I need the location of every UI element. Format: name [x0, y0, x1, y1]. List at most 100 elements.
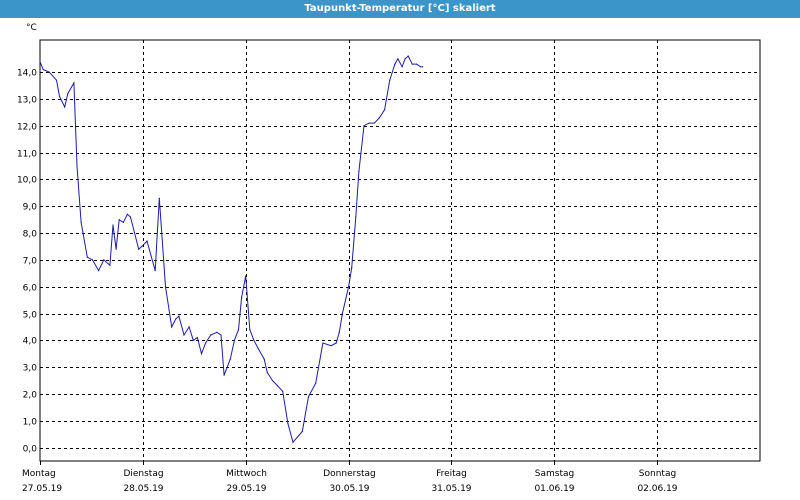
data-point [109, 264, 111, 266]
data-point [171, 326, 173, 328]
data-point [229, 358, 231, 360]
data-point [115, 248, 117, 250]
data-point [415, 63, 418, 65]
data-point [55, 79, 58, 81]
y-tick-label: 14,0 [17, 69, 37, 79]
data-point [338, 331, 340, 333]
x-tick-date-label: 28.05.19 [123, 484, 163, 494]
data-point [126, 213, 128, 215]
x-tick-date-label: 01.06.19 [534, 484, 574, 494]
data-point [378, 117, 380, 119]
y-unit-label: °C [26, 23, 37, 33]
data-point [422, 66, 424, 68]
data-point [98, 270, 100, 272]
x-tick-date-label: 30.05.19 [329, 484, 369, 494]
data-point [397, 58, 399, 60]
data-point [330, 345, 332, 347]
data-point [216, 331, 218, 333]
data-point [154, 270, 156, 272]
data-point [301, 430, 303, 433]
data-point [146, 240, 148, 242]
data-point [271, 380, 274, 382]
data-point [257, 347, 259, 349]
y-tick-label: 11,0 [17, 150, 37, 160]
data-point [292, 441, 294, 443]
data-point [122, 221, 124, 223]
data-point [322, 342, 324, 344]
x-tick-day-label: Dienstag [123, 469, 163, 479]
data-point [407, 55, 409, 57]
data-point [164, 286, 167, 288]
y-tick-label: 12,0 [17, 123, 37, 133]
y-tick-label: 9,0 [23, 203, 38, 213]
data-point [210, 334, 212, 336]
x-tick-date-label: 31.05.19 [431, 484, 471, 494]
data-point [373, 122, 375, 124]
data-point [384, 109, 386, 111]
data-point [200, 353, 203, 355]
data-point [42, 68, 44, 71]
data-point [48, 71, 50, 73]
data-point [358, 170, 360, 172]
data-point [237, 329, 240, 331]
data-point [368, 122, 370, 124]
y-tick-label: 4,0 [23, 337, 38, 347]
data-point [178, 315, 180, 317]
y-tick-label: 6,0 [23, 284, 38, 294]
x-tick-day-label: Freitag [436, 469, 467, 479]
data-point [76, 165, 78, 167]
x-tick-day-label: Montag [22, 469, 56, 479]
y-tick-label: 8,0 [23, 230, 38, 240]
data-point [404, 58, 406, 60]
data-point [141, 245, 143, 248]
data-point [401, 66, 403, 68]
plot-frame [39, 39, 761, 462]
data-point [253, 339, 255, 341]
data-point [223, 374, 225, 376]
y-tick-label: 7,0 [23, 257, 38, 267]
x-tick-date-label: 02.06.19 [637, 484, 677, 494]
data-point [287, 422, 289, 425]
data-point [91, 259, 94, 261]
y-tick-label: 0,0 [23, 445, 38, 455]
window-title: Taupunkt-Temperatur [°C] skaliert [0, 0, 800, 18]
data-point [355, 216, 357, 218]
data-point [183, 334, 185, 336]
y-tick-label: 10,0 [17, 176, 37, 186]
data-point [188, 326, 190, 328]
data-point [112, 224, 114, 226]
y-tick-label: 13,0 [17, 96, 37, 106]
dew-point-chart: 0,0 1,0 2,0 3,0 4,0 5,0 6,0 7,0 8,0 9,0 10,0 11,0 12… [17, 23, 761, 494]
data-point [220, 334, 222, 336]
data-point [307, 396, 310, 398]
data-point [351, 267, 353, 269]
data-point [245, 275, 247, 277]
data-point [315, 382, 317, 384]
data-point [86, 256, 88, 258]
x-tick-date-label: 27.05.19 [22, 484, 62, 494]
data-point [266, 371, 268, 374]
data-point [158, 197, 160, 199]
y-tick-label: 3,0 [23, 364, 38, 374]
data-point [196, 337, 198, 339]
data-point [348, 286, 350, 288]
y-tick-label: 2,0 [23, 391, 38, 401]
x-tick-day-label: Samstag [535, 469, 574, 479]
data-point [263, 358, 265, 360]
y-tick-label: 5,0 [23, 311, 38, 321]
data-point [73, 82, 75, 84]
data-point [138, 248, 140, 250]
data-point [175, 318, 177, 320]
series-line [39, 55, 423, 444]
data-point [363, 125, 365, 127]
data-point [335, 342, 337, 344]
data-point [411, 63, 413, 65]
data-point [241, 296, 243, 298]
data-point [341, 312, 343, 315]
x-tick-day-label: Mittwoch [226, 469, 267, 479]
data-point [205, 342, 207, 344]
data-point [420, 66, 422, 68]
data-point [192, 339, 194, 341]
x-tick-date-label: 29.05.19 [226, 484, 266, 494]
